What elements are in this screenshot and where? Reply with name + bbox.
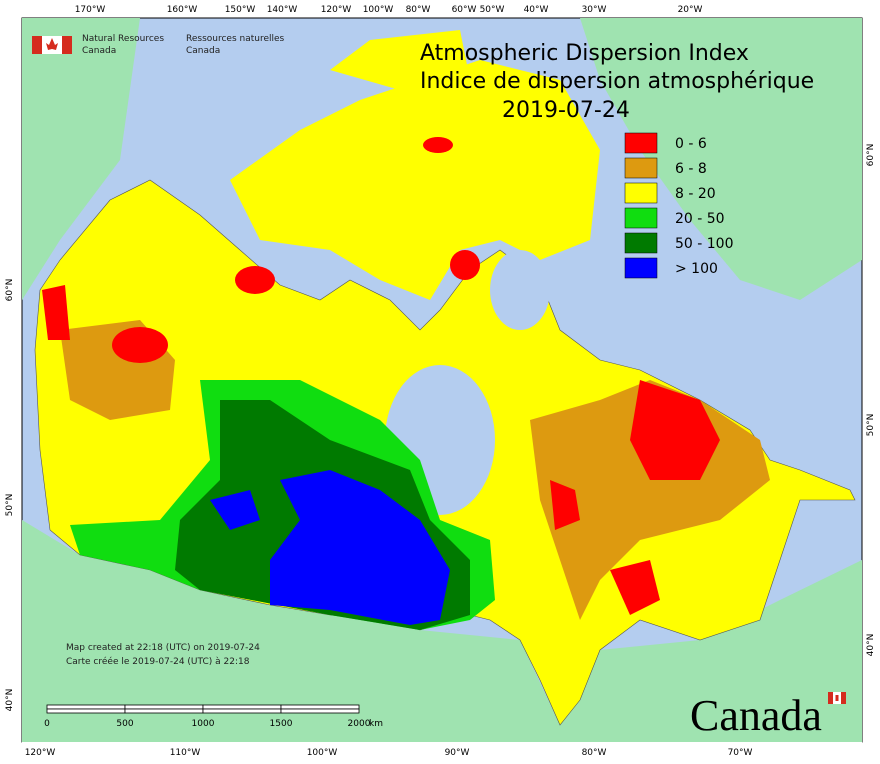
zone-0-6 (112, 327, 168, 363)
legend: 0 - 6 6 - 8 8 - 20 20 - 50 50 - 100 > 100 (624, 132, 734, 279)
title: Indice de dispersion atmosphérique (420, 69, 814, 94)
scale-segment (46, 704, 126, 710)
legend-label: > 100 (675, 261, 718, 277)
legend-swatch (624, 132, 658, 154)
scale-label: 0 (44, 719, 50, 729)
agency-fr: Canada (186, 46, 220, 56)
lat-label: 60°N (866, 144, 876, 167)
nrcan-logo (32, 36, 72, 54)
lon-label: 70°W (728, 748, 753, 758)
lon-label: 20°W (678, 5, 703, 15)
zone-0-6 (610, 560, 660, 615)
lon-label: 120°W (25, 748, 56, 758)
usa (22, 520, 862, 742)
lon-label: 50°W (480, 5, 505, 15)
scale-label: 1000 (192, 719, 215, 729)
zone-0-6 (630, 380, 720, 480)
lat-label: 50°N (5, 494, 15, 517)
ellesmere (330, 30, 470, 90)
map-date: 2019-07-24 (502, 98, 630, 123)
scale-segment (280, 704, 360, 710)
lon-label: 80°W (582, 748, 607, 758)
scale-segment (46, 708, 126, 714)
note: Carte créée le 2019-07-24 (UTC) à 22:18 (66, 656, 250, 667)
scale-segment (124, 708, 204, 714)
agency-fr: Ressources naturelles (186, 34, 285, 44)
zone-over-100 (210, 490, 260, 530)
zone-0-6 (450, 250, 480, 280)
lat-label: 40°N (866, 634, 876, 657)
scale-label: 500 (116, 719, 133, 729)
agency-en: Natural Resources (82, 34, 164, 44)
foxe-basin (490, 250, 550, 330)
legend-swatch (624, 207, 658, 229)
lon-label: 40°W (524, 5, 549, 15)
legend-swatch (624, 257, 658, 279)
legend-swatch (624, 157, 658, 179)
lon-label: 120°W (321, 5, 352, 15)
legend-label: 6 - 8 (675, 161, 707, 177)
zone-0-6 (42, 285, 70, 340)
lon-label: 110°W (170, 748, 201, 758)
scale-unit: km (369, 719, 383, 729)
zone-0-6 (235, 266, 275, 294)
lon-label: 160°W (167, 5, 198, 15)
lon-label: 60°W (452, 5, 477, 15)
lon-label: 30°W (582, 5, 607, 15)
scale-label: 1500 (270, 719, 293, 729)
lon-label: 170°W (75, 5, 106, 15)
arctic-islands (230, 60, 600, 300)
zone-0-6 (423, 137, 453, 153)
legend-swatch (624, 232, 658, 254)
lon-label: 80°W (406, 5, 431, 15)
lat-label: 60°N (5, 279, 15, 302)
legend-label: 0 - 6 (675, 136, 707, 152)
scale-segment (202, 708, 282, 714)
lon-label: 100°W (307, 748, 338, 758)
greenland (580, 18, 862, 300)
wordmark: Canada (690, 691, 822, 740)
lat-label: 40°N (5, 689, 15, 712)
graticule: 170°W 160°W 150°W 140°W 120°W 100°W 80°W 60°W 50… (5, 5, 876, 758)
alaska (22, 18, 140, 300)
lon-label: 100°W (363, 5, 394, 15)
scale-segment (280, 708, 360, 714)
scale-label: 2000 (348, 719, 371, 729)
zone-over-100 (270, 470, 450, 625)
agency-en: Canada (82, 46, 116, 56)
wordmark-flag (828, 692, 846, 704)
legend-label: 20 - 50 (675, 211, 725, 227)
title: Atmospheric Dispersion Index (420, 41, 749, 66)
legend-swatch (624, 182, 658, 204)
legend-label: 50 - 100 (675, 236, 734, 252)
lon-label: 90°W (445, 748, 470, 758)
lon-label: 140°W (267, 5, 298, 15)
zone-0-6 (550, 480, 580, 530)
scale-segment (202, 704, 282, 710)
lon-label: 150°W (225, 5, 256, 15)
scale-segment (124, 704, 204, 710)
lat-label: 50°N (866, 414, 876, 437)
note: Map created at 22:18 (UTC) on 2019-07-24 (66, 643, 260, 653)
legend-label: 8 - 20 (675, 186, 716, 202)
bottom-margin (22, 742, 862, 760)
